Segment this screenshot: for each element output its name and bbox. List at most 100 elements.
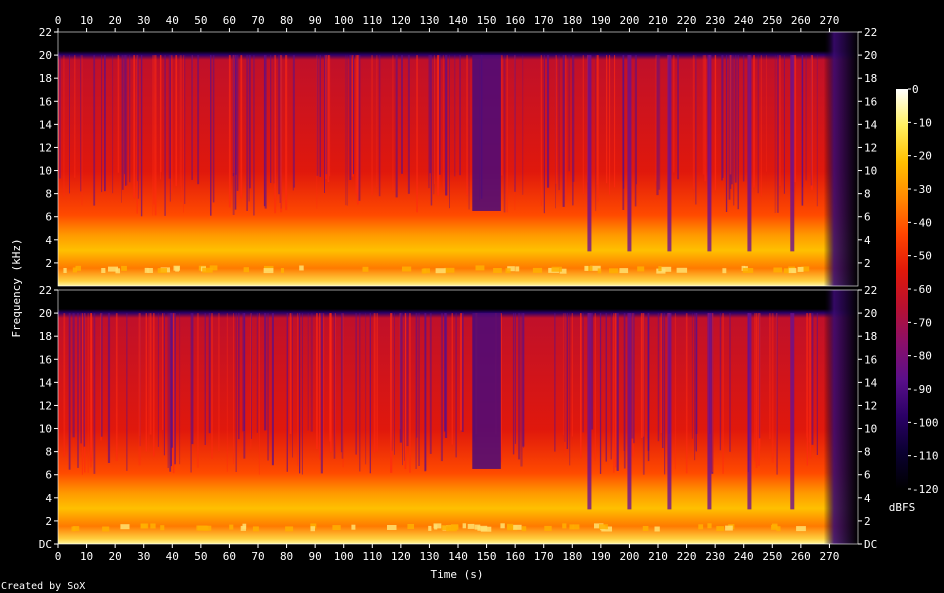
bass-note bbox=[101, 268, 106, 273]
transient-streak bbox=[126, 55, 128, 186]
transient-streak bbox=[428, 55, 430, 189]
y-tick-label: 12 bbox=[39, 141, 52, 154]
x-tick-label: 160 bbox=[505, 550, 525, 563]
transient-streak bbox=[280, 55, 283, 213]
transient-streak bbox=[246, 55, 248, 211]
transient-streak bbox=[425, 313, 427, 471]
x-tick-label: 70 bbox=[251, 14, 264, 27]
transient-streak bbox=[776, 313, 778, 475]
transient-streak bbox=[145, 313, 147, 452]
bass-note bbox=[140, 523, 147, 529]
x-tick-label: 130 bbox=[419, 550, 439, 563]
transient-streak bbox=[594, 313, 596, 461]
transient-streak bbox=[233, 313, 234, 464]
transient-streak bbox=[461, 313, 464, 432]
bass-note bbox=[147, 268, 153, 273]
bass-note bbox=[801, 266, 810, 272]
bass-note bbox=[387, 525, 397, 530]
transient-streak bbox=[416, 55, 418, 213]
transient-streak bbox=[285, 55, 288, 211]
y-tick-label: DC bbox=[864, 538, 877, 551]
transient-streak bbox=[500, 55, 503, 176]
transient-streak bbox=[595, 55, 597, 212]
channel-1-spectrum bbox=[58, 32, 858, 286]
transient-streak bbox=[307, 313, 309, 431]
transient-streak bbox=[610, 313, 612, 460]
y-axis-label: Frequency (kHz) bbox=[10, 238, 23, 337]
transient-streak bbox=[80, 313, 82, 444]
bass-note bbox=[716, 526, 725, 532]
transient-streak bbox=[191, 55, 193, 180]
y-tick-label: 16 bbox=[39, 353, 52, 366]
x-tick-label: 80 bbox=[280, 550, 293, 563]
transient-streak bbox=[753, 55, 755, 188]
transient-streak bbox=[376, 55, 378, 188]
transient-streak bbox=[500, 313, 502, 463]
transient-streak bbox=[758, 313, 761, 439]
transient-streak bbox=[647, 313, 650, 451]
bass-note bbox=[725, 525, 733, 531]
transient-streak bbox=[126, 313, 128, 471]
transient-streak bbox=[658, 55, 661, 190]
transient-streak bbox=[323, 313, 325, 455]
transient-streak bbox=[503, 55, 506, 213]
transient-streak bbox=[543, 55, 545, 214]
bass-note bbox=[676, 267, 688, 273]
transient-streak bbox=[236, 55, 239, 191]
transient-streak bbox=[729, 313, 731, 452]
y-tick-label: 8 bbox=[864, 446, 871, 459]
x-tick-label: 0 bbox=[55, 14, 62, 27]
bass-note bbox=[229, 524, 234, 530]
x-tick-label: 110 bbox=[362, 14, 382, 27]
bass-note bbox=[299, 265, 304, 271]
transient-streak bbox=[622, 55, 625, 210]
transient-streak bbox=[810, 55, 813, 190]
x-tick-label: 130 bbox=[419, 14, 439, 27]
transient-streak bbox=[329, 313, 331, 442]
transient-streak bbox=[596, 55, 599, 185]
colorbar-label: dBFS bbox=[889, 501, 916, 514]
transient-streak bbox=[292, 55, 294, 191]
transient-streak bbox=[564, 313, 566, 442]
bass-note bbox=[722, 268, 727, 274]
bass-note bbox=[493, 268, 502, 273]
bass-note bbox=[451, 524, 459, 530]
x-tick-label: 260 bbox=[791, 550, 811, 563]
transient-streak bbox=[409, 313, 411, 473]
bass-note bbox=[559, 268, 567, 274]
x-tick-label: 30 bbox=[137, 14, 150, 27]
y-tick-label: 18 bbox=[864, 330, 877, 343]
y-tick-label: 20 bbox=[864, 307, 877, 320]
colorbar-scale bbox=[896, 89, 908, 489]
transient-streak bbox=[811, 313, 814, 445]
transient-streak bbox=[264, 55, 267, 209]
transient-streak bbox=[437, 55, 440, 196]
transient-streak bbox=[757, 55, 759, 194]
y-tick-label: 22 bbox=[39, 26, 52, 39]
transient-streak bbox=[506, 55, 508, 213]
transient-streak bbox=[712, 313, 714, 472]
y-tick-label: 22 bbox=[39, 284, 52, 297]
bass-note bbox=[507, 266, 515, 272]
bass-note bbox=[532, 267, 543, 273]
bass-note bbox=[423, 268, 430, 274]
transient-streak bbox=[172, 313, 175, 474]
transient-streak bbox=[74, 55, 76, 178]
transient-streak bbox=[555, 55, 557, 184]
transient-streak bbox=[301, 313, 303, 475]
y-tick-label: 12 bbox=[864, 141, 877, 154]
colorbar-tick-label: -70 bbox=[912, 316, 932, 329]
bass-note bbox=[402, 266, 412, 272]
y-tick-label: 10 bbox=[864, 165, 877, 178]
transient-streak bbox=[757, 313, 760, 466]
transient-streak bbox=[164, 55, 166, 216]
fade-out-region bbox=[823, 32, 858, 286]
x-tick-label: 270 bbox=[819, 550, 839, 563]
transient-streak bbox=[359, 313, 361, 472]
transient-streak bbox=[406, 313, 409, 447]
x-tick-label: 110 bbox=[362, 550, 382, 563]
transient-streak bbox=[324, 55, 325, 193]
x-tick-label: 170 bbox=[534, 14, 554, 27]
transient-streak bbox=[69, 55, 70, 194]
transient-streak bbox=[635, 55, 637, 185]
